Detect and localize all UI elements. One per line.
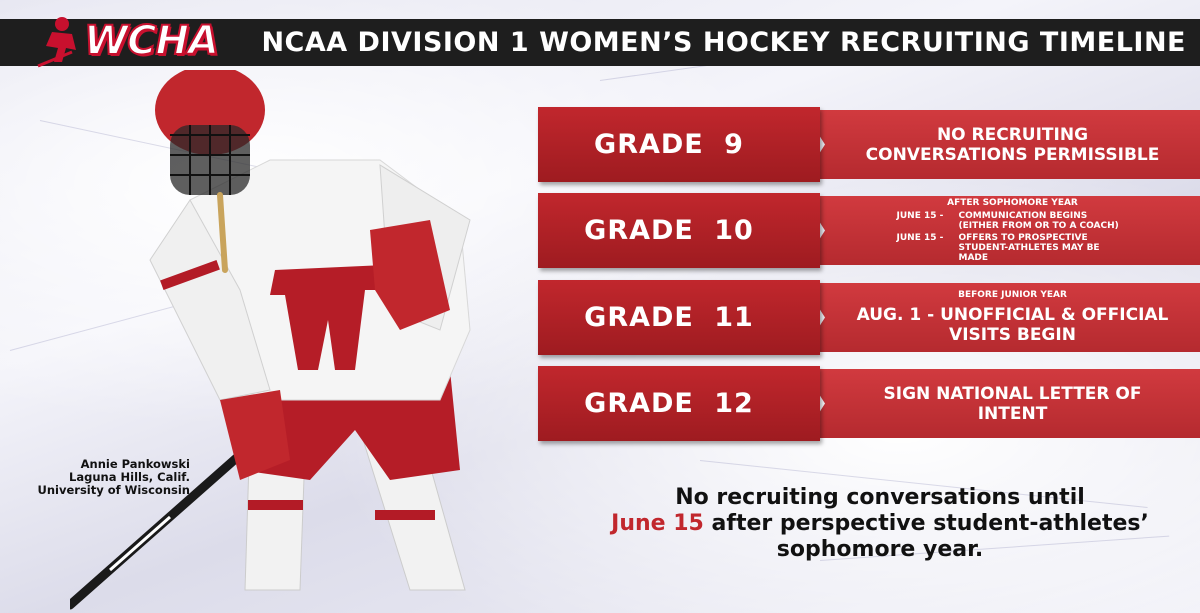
info-line: AUG. 1 - UNOFFICIAL & OFFICIAL	[856, 305, 1169, 325]
timeline-info-grade-11: BEFORE JUNIOR YEAR AUG. 1 - UNOFFICIAL &…	[803, 283, 1200, 352]
info-heading: BEFORE JUNIOR YEAR	[958, 290, 1067, 300]
info-line: CONVERSATIONS PERMISSIBLE	[865, 144, 1160, 165]
page-title: NCAA DIVISION 1 WOMEN’S HOCKEY RECRUITIN…	[261, 27, 1186, 58]
player-hometown: Laguna Hills, Calif.	[69, 470, 190, 484]
grade-label: GRADE 10	[584, 215, 754, 246]
info-line: SIGN NATIONAL LETTER OF	[883, 383, 1142, 404]
timeline-info-grade-10: AFTER SOPHOMORE YEAR JUNE 15 - COMMUNICA…	[803, 196, 1200, 265]
player-name: Annie Pankowski	[80, 457, 190, 471]
info-heading: AFTER SOPHOMORE YEAR	[947, 198, 1078, 208]
info-line: NO RECRUITING	[936, 124, 1089, 145]
item-text-line: STUDENT-ATHLETES MAY BE MADE	[958, 243, 1100, 263]
item-text-line: OFFERS TO PROSPECTIVE	[958, 233, 1088, 243]
timeline-row-grade-11: BEFORE JUNIOR YEAR AUG. 1 - UNOFFICIAL &…	[538, 280, 1200, 355]
grade-box: GRADE 11	[538, 280, 820, 355]
grade-label: GRADE 11	[584, 302, 754, 333]
footer-highlight-date: June 15	[611, 511, 704, 536]
player-caption: Annie Pankowski Laguna Hills, Calif. Uni…	[20, 458, 190, 497]
info-item: JUNE 15 - OFFERS TO PROSPECTIVE STUDENT-…	[897, 233, 1129, 263]
footer-line: June 15 after perspective student-athlet…	[560, 511, 1200, 537]
grade-box: GRADE 10	[538, 193, 820, 268]
info-line: VISITS BEGIN	[949, 325, 1076, 345]
info-item: JUNE 15 - COMMUNICATION BEGINS (EITHER F…	[897, 211, 1129, 231]
footer-line: sophomore year.	[776, 537, 984, 562]
header-bar: NCAA DIVISION 1 WOMEN’S HOCKEY RECRUITIN…	[0, 19, 1200, 66]
hockey-player-image	[70, 70, 471, 610]
timeline-row-grade-12: SIGN NATIONAL LETTER OF INTENT GRADE 12	[538, 366, 1200, 441]
item-date: JUNE 15 -	[896, 233, 944, 243]
logo-text: WCHA	[83, 17, 220, 65]
timeline-row-grade-9: NO RECRUITING CONVERSATIONS PERMISSIBLE …	[538, 107, 1200, 182]
footer-note: No recruiting conversations until June 1…	[560, 485, 1200, 563]
item-date: JUNE 15 -	[896, 211, 944, 221]
footer-line-rest: after perspective student-athletes’	[703, 511, 1149, 536]
timeline-row-grade-10: AFTER SOPHOMORE YEAR JUNE 15 - COMMUNICA…	[538, 193, 1200, 268]
skater-icon	[37, 17, 76, 68]
item-text-line: (EITHER FROM OR TO A COACH)	[958, 221, 1119, 231]
timeline-info-grade-9: NO RECRUITING CONVERSATIONS PERMISSIBLE	[803, 110, 1200, 179]
info-line: INTENT	[977, 403, 1048, 424]
item-text: COMMUNICATION BEGINS (EITHER FROM OR TO …	[959, 211, 1129, 231]
item-text: OFFERS TO PROSPECTIVE STUDENT-ATHLETES M…	[959, 233, 1129, 263]
wcha-logo: WCHA	[32, 8, 222, 70]
grade-label: GRADE 12	[584, 388, 754, 419]
footer-line: No recruiting conversations until	[675, 485, 1085, 510]
timeline-info-grade-12: SIGN NATIONAL LETTER OF INTENT	[803, 369, 1200, 438]
item-text-line: COMMUNICATION BEGINS	[958, 211, 1088, 221]
player-school: University of Wisconsin	[37, 483, 190, 497]
grade-box: GRADE 12	[538, 366, 820, 441]
grade-label: GRADE 9	[594, 129, 744, 160]
grade-box: GRADE 9	[538, 107, 820, 182]
